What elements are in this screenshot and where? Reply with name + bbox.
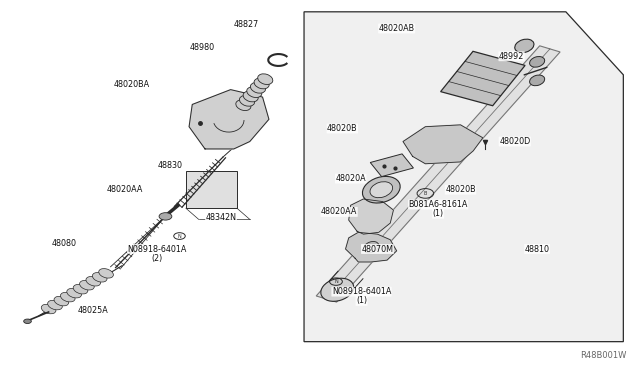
Ellipse shape [258, 74, 273, 84]
Ellipse shape [47, 300, 62, 310]
Text: N: N [178, 234, 181, 238]
Text: 48980: 48980 [189, 42, 214, 51]
Text: 48830: 48830 [157, 161, 182, 170]
Ellipse shape [529, 75, 545, 86]
Text: N08918-6401A: N08918-6401A [127, 244, 187, 253]
Text: 48020BA: 48020BA [113, 80, 150, 89]
Ellipse shape [99, 269, 113, 278]
Polygon shape [316, 46, 560, 302]
Text: 48025A: 48025A [78, 306, 109, 315]
Ellipse shape [243, 91, 258, 102]
Text: N08918-6401A: N08918-6401A [332, 287, 391, 296]
Text: 48810: 48810 [525, 244, 550, 253]
Circle shape [159, 213, 172, 220]
Ellipse shape [321, 278, 354, 301]
Ellipse shape [67, 288, 81, 298]
Text: B: B [424, 191, 427, 196]
Polygon shape [346, 232, 397, 262]
Ellipse shape [250, 83, 266, 93]
Text: 48342N: 48342N [205, 213, 237, 222]
Text: 48020AB: 48020AB [379, 24, 415, 33]
Text: 48020D: 48020D [499, 137, 531, 146]
Ellipse shape [54, 296, 68, 306]
Ellipse shape [239, 96, 255, 106]
Text: 48070M: 48070M [362, 244, 394, 253]
Text: (1): (1) [433, 209, 444, 218]
Text: 48020A: 48020A [335, 174, 366, 183]
Text: 48020B: 48020B [327, 124, 358, 133]
Ellipse shape [364, 241, 379, 253]
Ellipse shape [86, 276, 100, 286]
Ellipse shape [92, 273, 107, 282]
Ellipse shape [254, 78, 269, 89]
Text: 48020AA: 48020AA [321, 208, 357, 217]
Polygon shape [304, 12, 623, 341]
Ellipse shape [60, 292, 75, 302]
Text: 48020AA: 48020AA [107, 185, 143, 194]
Polygon shape [440, 51, 525, 106]
Ellipse shape [362, 176, 400, 203]
Bar [371, 154, 413, 177]
Ellipse shape [370, 182, 392, 198]
Text: B081A6-8161A: B081A6-8161A [408, 200, 468, 209]
Text: (2): (2) [152, 254, 163, 263]
Text: (1): (1) [356, 296, 367, 305]
Text: 48080: 48080 [52, 239, 77, 248]
Text: 48827: 48827 [234, 20, 259, 29]
Text: N: N [334, 279, 338, 284]
Ellipse shape [73, 285, 88, 294]
Polygon shape [349, 199, 394, 234]
Ellipse shape [529, 57, 545, 67]
Bar [186, 171, 237, 208]
Polygon shape [403, 125, 483, 164]
Text: 48992: 48992 [499, 52, 524, 61]
Ellipse shape [41, 304, 56, 314]
Ellipse shape [515, 39, 534, 53]
Ellipse shape [247, 87, 262, 97]
Circle shape [24, 319, 31, 324]
Text: R48B001W: R48B001W [580, 351, 627, 360]
Text: 48020B: 48020B [445, 185, 476, 194]
Ellipse shape [79, 280, 94, 290]
Polygon shape [189, 90, 269, 149]
Ellipse shape [236, 100, 251, 110]
